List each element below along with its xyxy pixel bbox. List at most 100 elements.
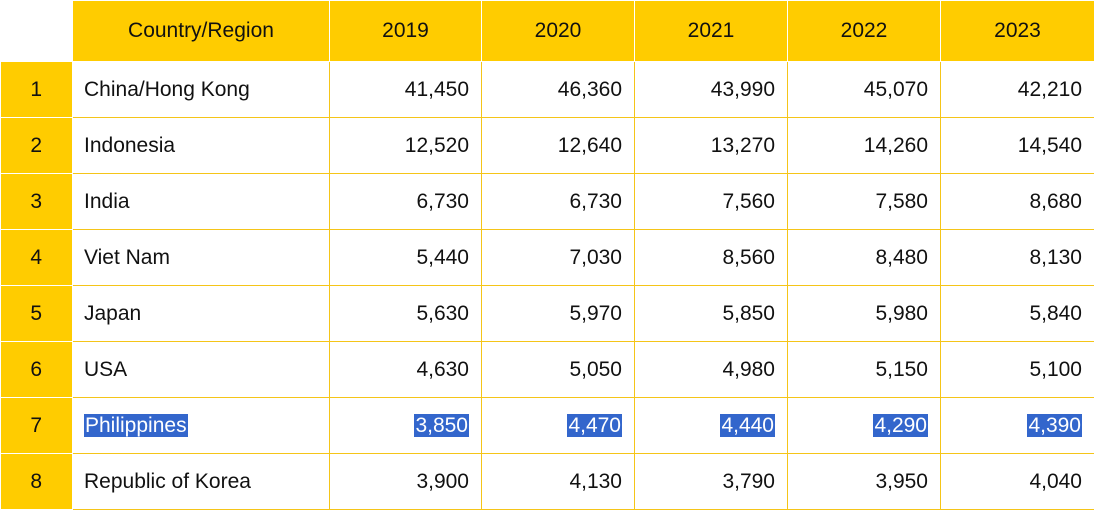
value-cell-2022[interactable]: 45,070 <box>788 62 941 118</box>
value-cell-2019[interactable]: 12,520 <box>330 118 482 174</box>
country-name: Japan <box>84 302 141 325</box>
value-text: 5,440 <box>416 246 469 269</box>
country-cell[interactable]: Viet Nam <box>73 230 330 286</box>
value-cell-2019[interactable]: 3,900 <box>330 454 482 510</box>
rank-cell: 6 <box>1 342 73 398</box>
value-text: 7,560 <box>722 190 775 213</box>
value-text: 7,580 <box>875 190 928 213</box>
value-cell-2022[interactable]: 5,150 <box>788 342 941 398</box>
value-text: 43,990 <box>711 78 775 101</box>
value-text: 4,290 <box>873 414 928 437</box>
value-text: 4,040 <box>1029 470 1082 493</box>
value-cell-2020[interactable]: 46,360 <box>482 62 635 118</box>
value-cell-2022[interactable]: 8,480 <box>788 230 941 286</box>
table-row[interactable]: 5 Japan 5,630 5,970 5,850 5,980 5,840 <box>1 286 1094 342</box>
rank-cell: 4 <box>1 230 73 286</box>
value-cell-2019[interactable]: 3,850 <box>330 398 482 454</box>
column-header-2021[interactable]: 2021 <box>635 1 788 62</box>
value-text: 4,630 <box>416 358 469 381</box>
country-name: China/Hong Kong <box>84 78 250 101</box>
value-cell-2019[interactable]: 4,630 <box>330 342 482 398</box>
rank-cell: 7 <box>1 398 73 454</box>
country-cell[interactable]: India <box>73 174 330 230</box>
value-cell-2022[interactable]: 14,260 <box>788 118 941 174</box>
value-text: 45,070 <box>864 78 928 101</box>
value-cell-2023[interactable]: 42,210 <box>941 62 1094 118</box>
value-cell-2022[interactable]: 7,580 <box>788 174 941 230</box>
value-text: 6,730 <box>416 190 469 213</box>
rank-cell: 2 <box>1 118 73 174</box>
value-text: 3,950 <box>875 470 928 493</box>
value-cell-2020[interactable]: 7,030 <box>482 230 635 286</box>
value-cell-2020[interactable]: 12,640 <box>482 118 635 174</box>
column-header-2023[interactable]: 2023 <box>941 1 1094 62</box>
country-name: Republic of Korea <box>84 470 251 493</box>
value-cell-2022[interactable]: 5,980 <box>788 286 941 342</box>
value-cell-2019[interactable]: 5,630 <box>330 286 482 342</box>
value-cell-2023[interactable]: 4,390 <box>941 398 1094 454</box>
value-cell-2021[interactable]: 4,440 <box>635 398 788 454</box>
value-cell-2023[interactable]: 4,040 <box>941 454 1094 510</box>
value-cell-2019[interactable]: 6,730 <box>330 174 482 230</box>
value-cell-2022[interactable]: 4,290 <box>788 398 941 454</box>
value-cell-2021[interactable]: 8,560 <box>635 230 788 286</box>
column-header-country[interactable]: Country/Region <box>73 1 330 62</box>
value-cell-2023[interactable]: 5,100 <box>941 342 1094 398</box>
value-text: 5,980 <box>875 302 928 325</box>
value-text: 7,030 <box>569 246 622 269</box>
value-text: 12,520 <box>405 134 469 157</box>
country-cell[interactable]: China/Hong Kong <box>73 62 330 118</box>
rank-cell: 3 <box>1 174 73 230</box>
rank-cell: 8 <box>1 454 73 510</box>
value-text: 8,560 <box>722 246 775 269</box>
value-cell-2021[interactable]: 7,560 <box>635 174 788 230</box>
value-text: 14,540 <box>1018 134 1082 157</box>
value-text: 5,050 <box>569 358 622 381</box>
value-cell-2020[interactable]: 4,470 <box>482 398 635 454</box>
value-cell-2019[interactable]: 5,440 <box>330 230 482 286</box>
rank-cell: 5 <box>1 286 73 342</box>
value-cell-2023[interactable]: 14,540 <box>941 118 1094 174</box>
value-cell-2021[interactable]: 43,990 <box>635 62 788 118</box>
value-cell-2021[interactable]: 13,270 <box>635 118 788 174</box>
column-header-2020[interactable]: 2020 <box>482 1 635 62</box>
country-cell[interactable]: Japan <box>73 286 330 342</box>
value-text: 4,980 <box>722 358 775 381</box>
country-cell[interactable]: Republic of Korea <box>73 454 330 510</box>
value-text: 13,270 <box>711 134 775 157</box>
value-cell-2023[interactable]: 5,840 <box>941 286 1094 342</box>
value-text: 3,900 <box>416 470 469 493</box>
value-cell-2022[interactable]: 3,950 <box>788 454 941 510</box>
column-header-2019[interactable]: 2019 <box>330 1 482 62</box>
value-cell-2019[interactable]: 41,450 <box>330 62 482 118</box>
country-cell[interactable]: Indonesia <box>73 118 330 174</box>
country-name: Viet Nam <box>84 246 170 269</box>
value-cell-2020[interactable]: 5,970 <box>482 286 635 342</box>
value-cell-2020[interactable]: 5,050 <box>482 342 635 398</box>
value-cell-2021[interactable]: 3,790 <box>635 454 788 510</box>
value-cell-2020[interactable]: 4,130 <box>482 454 635 510</box>
corner-cell[interactable] <box>1 1 73 62</box>
value-text: 46,360 <box>558 78 622 101</box>
country-cell[interactable]: Philippines <box>73 398 330 454</box>
value-cell-2023[interactable]: 8,130 <box>941 230 1094 286</box>
country-cell[interactable]: USA <box>73 342 330 398</box>
value-text: 5,850 <box>722 302 775 325</box>
value-cell-2020[interactable]: 6,730 <box>482 174 635 230</box>
column-header-2022[interactable]: 2022 <box>788 1 941 62</box>
country-name: Philippines <box>84 414 188 437</box>
value-cell-2023[interactable]: 8,680 <box>941 174 1094 230</box>
value-text: 14,260 <box>864 134 928 157</box>
value-cell-2021[interactable]: 4,980 <box>635 342 788 398</box>
value-cell-2021[interactable]: 5,850 <box>635 286 788 342</box>
value-text: 5,630 <box>416 302 469 325</box>
